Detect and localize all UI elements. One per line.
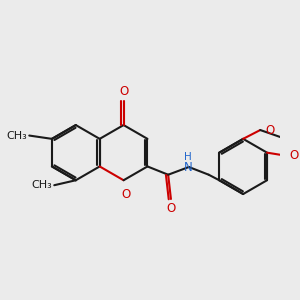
- Text: N: N: [183, 160, 192, 173]
- Text: O: O: [266, 124, 275, 136]
- Text: H: H: [184, 152, 192, 162]
- Text: CH₃: CH₃: [6, 130, 27, 140]
- Text: CH₃: CH₃: [32, 180, 52, 190]
- Text: O: O: [121, 188, 130, 201]
- Text: O: O: [166, 202, 176, 215]
- Text: O: O: [119, 85, 128, 98]
- Text: O: O: [290, 149, 299, 162]
